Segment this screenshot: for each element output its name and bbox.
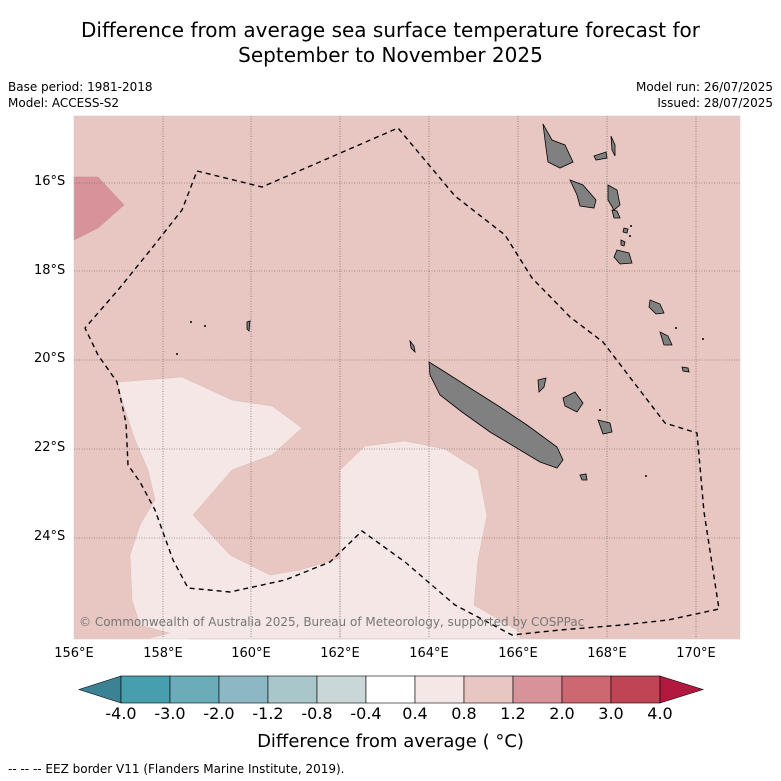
lon-label-158e: 158°E xyxy=(143,646,183,661)
colorbar-tick-label: 2.0 xyxy=(549,704,575,723)
colorbar xyxy=(78,675,705,704)
colorbar-tick-label: -0.8 xyxy=(301,704,333,723)
map-title: Difference from average sea surface temp… xyxy=(0,18,781,68)
colorbar-segment xyxy=(169,675,220,704)
colorbar-segment xyxy=(218,675,269,704)
colorbar-segment xyxy=(512,675,563,704)
meta-right: Model run: 26/07/2025 Issued: 28/07/2025 xyxy=(636,79,773,111)
colorbar-under-arrow xyxy=(78,675,122,704)
title-line-1: Difference from average sea surface temp… xyxy=(80,18,700,42)
lon-label-160e: 160°E xyxy=(231,646,271,661)
islet-shepherd xyxy=(622,227,629,234)
lat-label-24s: 24°S xyxy=(34,529,66,544)
vanuatu-malakula xyxy=(569,179,597,209)
colorbar-tick-label: -3.0 xyxy=(154,704,186,723)
colorbar-tick-label: 3.0 xyxy=(598,704,624,723)
colorbar-tick-label: 0.8 xyxy=(451,704,477,723)
lon-label-164e: 164°E xyxy=(409,646,449,661)
colorbar-tick-label: 4.0 xyxy=(647,704,673,723)
colorbar-tick-label: -4.0 xyxy=(105,704,137,723)
colorbar-segment xyxy=(365,675,416,704)
islet-epi xyxy=(611,209,621,219)
lat-label-18s: 18°S xyxy=(34,263,66,278)
anomaly-region-low-corner xyxy=(148,632,190,639)
islet-tongoa xyxy=(620,239,626,247)
lon-label-168e: 168°E xyxy=(587,646,627,661)
island-lifou xyxy=(562,391,584,413)
vanuatu-tanna xyxy=(659,331,673,346)
lon-label-170e: 170°E xyxy=(676,646,716,661)
vanuatu-ambae xyxy=(593,151,608,161)
colorbar-tick-label: 1.2 xyxy=(500,704,526,723)
vanuatu-santo xyxy=(542,123,574,169)
eez-legend: -- -- -- EEZ border V11 (Flanders Marine… xyxy=(8,762,345,776)
base-period: Base period: 1981-2018 xyxy=(8,80,153,94)
vanuatu-pentecost xyxy=(607,184,621,211)
island-chesterfield xyxy=(246,320,251,332)
lat-label-20s: 20°S xyxy=(34,351,66,366)
colorbar-tick-label: -1.2 xyxy=(252,704,284,723)
colorbar-segment xyxy=(463,675,514,704)
model-name: Model: ACCESS-S2 xyxy=(8,96,120,110)
island-ouvea xyxy=(537,377,547,393)
vanuatu-maewo xyxy=(610,135,616,157)
colorbar-tick-label: -0.4 xyxy=(350,704,382,723)
map-copyright: © Commonwealth of Australia 2025, Bureau… xyxy=(79,615,584,629)
issued-date: Issued: 28/07/2025 xyxy=(657,96,773,110)
colorbar-segment xyxy=(561,675,612,704)
lat-label-16s: 16°S xyxy=(34,174,66,189)
colorbar-segment xyxy=(610,675,661,704)
colorbar-over-arrow xyxy=(659,675,705,704)
vanuatu-aneityum xyxy=(681,366,690,373)
lon-label-162e: 162°E xyxy=(320,646,360,661)
lon-label-156e: 156°E xyxy=(54,646,94,661)
lon-label-166e: 166°E xyxy=(498,646,538,661)
gridlines xyxy=(74,116,740,639)
lat-label-22s: 22°S xyxy=(34,440,66,455)
meta-left: Base period: 1981-2018 Model: ACCESS-S2 xyxy=(8,79,153,111)
tiny-islets xyxy=(176,225,704,477)
colorbar-segment xyxy=(316,675,367,704)
island-belep xyxy=(409,339,416,354)
colorbar-segment xyxy=(120,675,171,704)
colorbar-tick-label: 0.4 xyxy=(402,704,428,723)
land-masses xyxy=(246,123,690,481)
vanuatu-efate xyxy=(613,249,633,265)
island-mare xyxy=(597,419,613,435)
map-frame xyxy=(73,115,741,640)
colorbar-tick-label: -2.0 xyxy=(203,704,235,723)
island-isle-pins xyxy=(579,473,588,481)
colorbar-segment xyxy=(414,675,465,704)
colorbar-label: Difference from average ( °C) xyxy=(257,731,524,752)
colorbar-segment xyxy=(267,675,318,704)
eez-border xyxy=(84,127,720,636)
vanuatu-erromango xyxy=(648,299,665,315)
new-caledonia-main xyxy=(428,361,564,469)
model-run: Model run: 26/07/2025 xyxy=(635,80,773,94)
title-line-2: September to November 2025 xyxy=(238,43,543,67)
